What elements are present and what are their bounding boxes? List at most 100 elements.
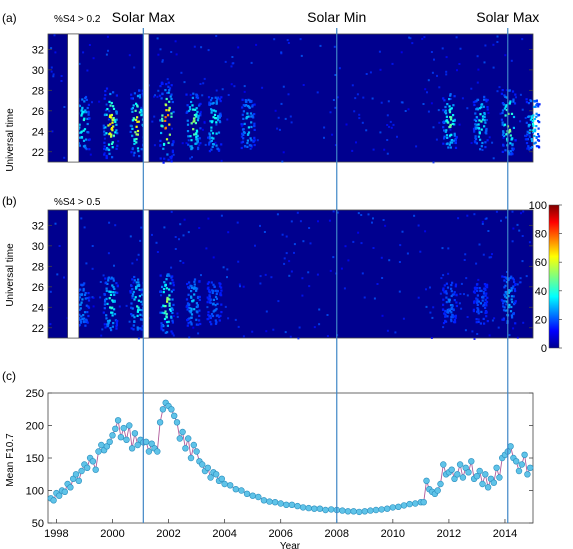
panel-b-speckle [309,242,312,245]
panel-c-point [185,435,192,442]
panel-b-season-2-cell [131,288,134,291]
panel-a-season-4-cell [195,142,198,145]
panel-a-season-9-cell [501,133,505,137]
panel-a-speckle [151,120,154,123]
panel-a-season-8-cell [474,100,477,103]
panel-a-season-1-cell [109,114,112,117]
panel-a-speckle [334,106,337,109]
panel-a-season-10-cell [533,134,536,138]
panel-b-season-6-cell [453,299,456,302]
panel-c-point [465,469,472,476]
panel-a-season-1-cell [111,129,114,132]
panel-b-speckle [205,247,208,250]
panel-a-season-7-cell [452,139,455,142]
panel-a-season-1-cell [104,93,107,97]
panel-a-speckle [105,103,108,106]
panel-b-season-7-cell [477,320,480,323]
panel-b-season-3-cell [163,312,166,315]
panel-a-season-7-cell [448,126,451,129]
panel-b-season-3-cell [166,273,169,276]
panel-a-season-9-cell [514,93,517,96]
panel-a-season-1-cell [115,94,118,97]
panel-b-season-7-cell [476,310,479,313]
panel-b-season-6-cell [448,298,451,301]
panel-a-season-8-cell [474,135,477,138]
panel-b-season-2-cell [136,284,139,287]
panel-a-season-9-cell [508,128,511,131]
panel-a-speckle [426,91,428,94]
panel-b-season-3-cell [159,274,162,277]
panel-a-season-4-cell [188,106,191,109]
panel-a-season-1-cell [110,133,113,136]
panel-b-season-3-cell [171,298,174,301]
panel-b-season-1-cell [110,276,113,279]
panel-a-season-6-cell [241,98,244,101]
panel-b-speckle [466,316,469,318]
panel-a-season-7-cell [448,143,451,146]
panel-c-point [207,474,214,481]
panel-a-season-8-cell [483,95,486,98]
panel-a-season-8-cell [477,123,480,126]
panel-b-season-8-cell [502,302,505,305]
panel-a-season-9-cell [507,112,510,115]
panel-a-season-7-cell [444,130,447,133]
panel-b-speckle [264,273,267,276]
panel-a-speckle [187,139,190,142]
panel-a-season-1-cell [111,121,114,124]
panel-a-season-10-cell [537,105,540,108]
panel-a-season-0-cell [88,117,91,120]
panel-a-season-10-cell [526,130,529,133]
panel-b-speckle [284,331,287,334]
panel-b-season-1-cell [106,282,109,285]
panel-a-season-8-cell [475,123,478,126]
panel-a-season-3-cell [167,91,170,94]
panel-b-speckle [459,293,462,295]
panel-a-season-10-cell [534,141,537,144]
panel-b-season-4-cell [190,307,193,310]
panel-a-speckle [502,137,505,139]
panel-c-point [372,506,380,514]
panel-a-season-10-cell [531,123,535,126]
panel-a-speckle [492,157,495,160]
panel-a-season-10-cell [535,125,538,128]
panel-c-xtick-label: 2012 [437,528,461,540]
panel-c-xtick-label: 2004 [212,528,236,540]
panel-a-speckle [153,95,156,98]
panel-b-season-1-cell [112,291,115,294]
panel-a-speckle [261,86,264,89]
panel-b-speckle [172,334,175,337]
panel-a-season-3-cell [159,144,162,147]
panel-a-season-3-cell [167,81,170,84]
panel-a-season-4-cell [190,122,193,125]
panel-b-season-5-cell [210,281,213,284]
panel-b-season-7-cell [485,315,488,318]
panel-c-point [378,506,385,513]
panel-a-season-7-cell [449,108,452,111]
panel-a-season-1-cell [115,118,118,121]
panel-b-speckle [425,305,428,308]
panel-b-season-0-cell [84,320,87,323]
panel-b-speckle [441,247,444,250]
panel-b-season-2-cell [133,298,136,301]
panel-b-season-6-cell [442,303,445,306]
panel-a-speckle [108,110,111,113]
panel-a-season-7-cell [449,116,452,119]
panel-b-season-8-cell [503,276,506,279]
panel-a-season-8-cell [476,126,479,129]
panel-a-season-1-cell [103,113,106,117]
panel-b-speckle [344,245,347,248]
panel-a-season-7-cell [442,126,445,129]
panel-b-season-6-cell [442,308,445,311]
panel-a-speckle [358,117,361,120]
panel-c-point [106,438,113,445]
panel-a-speckle [424,88,427,91]
panel-b-season-4-cell [186,324,189,327]
panel-a-speckle [383,148,386,151]
panel-a-season-7-cell [448,105,451,108]
panel-a-season-5-cell [215,121,218,124]
panel-c-point [89,458,97,465]
panel-b-speckle [242,285,245,288]
panel-b-season-5-cell [218,319,221,322]
panel-a-season-6-cell [245,117,248,120]
panel-b-speckle [58,245,61,247]
